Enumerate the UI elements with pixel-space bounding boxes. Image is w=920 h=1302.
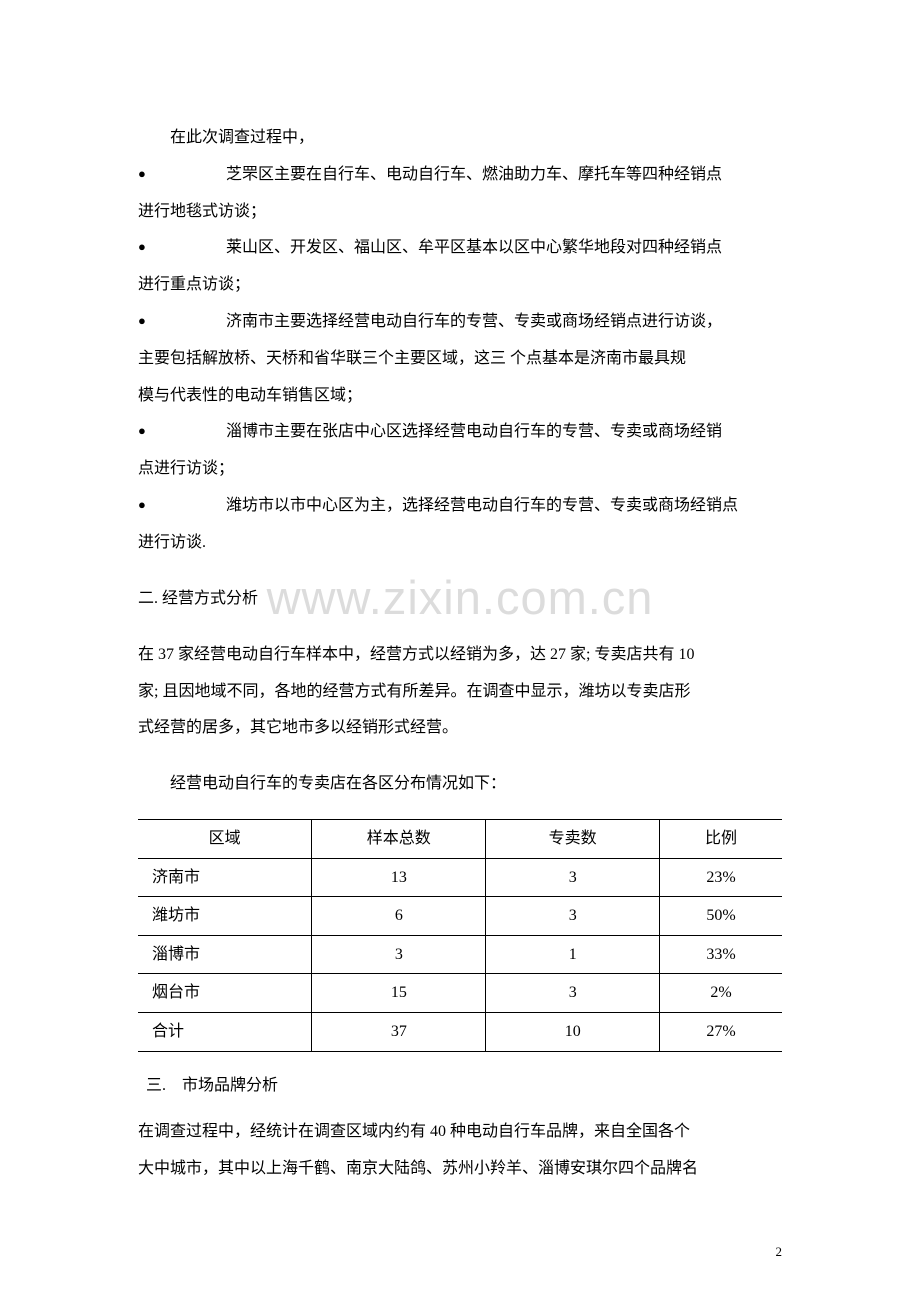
sec3-text: 在调查过程中，经统计在调查区域内约有 40 种电动自行车品牌，来自全国各个 xyxy=(138,1114,782,1151)
sec2-text: 家; 且因地域不同，各地的经营方式有所差异。在调查中显示，潍坊以专卖店形 xyxy=(138,674,782,711)
page-number: 2 xyxy=(776,1244,783,1260)
col-header-total: 样本总数 xyxy=(312,820,486,859)
cell-region: 济南市 xyxy=(138,858,312,897)
bullet-cont: 点进行访谈； xyxy=(138,451,782,488)
cell-total: 13 xyxy=(312,858,486,897)
document-body: 在此次调查过程中， 芝罘区主要在自行车、电动自行车、燃油助力车、摩托车等四种经销… xyxy=(138,120,782,1188)
cell-region: 淄博市 xyxy=(138,935,312,974)
table-row: 潍坊市 6 3 50% xyxy=(138,897,782,936)
table-row: 合计 37 10 27% xyxy=(138,1013,782,1052)
bullet-item: 莱山区、开发区、福山区、牟平区基本以区中心繁华地段对四种经销点 xyxy=(138,230,782,267)
cell-region: 烟台市 xyxy=(138,974,312,1013)
bullet-item: 淄博市主要在张店中心区选择经营电动自行车的专营、专卖或商场经销 xyxy=(138,414,782,451)
table-row: 烟台市 15 3 2% xyxy=(138,974,782,1013)
distribution-table: 区域 样本总数 专卖数 比例 济南市 13 3 23% 潍坊市 6 3 50% … xyxy=(138,819,782,1052)
cell-total: 6 xyxy=(312,897,486,936)
table-header-row: 区域 样本总数 专卖数 比例 xyxy=(138,820,782,859)
section-2-heading: 二. 经营方式分析 xyxy=(138,581,782,618)
cell-spec: 10 xyxy=(486,1013,660,1052)
cell-spec: 1 xyxy=(486,935,660,974)
bullet-cont: 模与代表性的电动车销售区域； xyxy=(138,378,782,415)
bullet-list: 芝罘区主要在自行车、电动自行车、燃油助力车、摩托车等四种经销点 进行地毯式访谈；… xyxy=(138,157,782,562)
bullet-item: 潍坊市以市中心区为主，选择经营电动自行车的专营、专卖或商场经销点 xyxy=(138,488,782,525)
cell-ratio: 2% xyxy=(660,974,782,1013)
cell-region: 潍坊市 xyxy=(138,897,312,936)
table-row: 淄博市 3 1 33% xyxy=(138,935,782,974)
bullet-cont: 主要包括解放桥、天桥和省华联三个主要区域，这三 个点基本是济南市最具规 xyxy=(138,341,782,378)
cell-total: 3 xyxy=(312,935,486,974)
col-header-specialty: 专卖数 xyxy=(486,820,660,859)
cell-ratio: 33% xyxy=(660,935,782,974)
cell-region: 合计 xyxy=(138,1013,312,1052)
bullet-item: 芝罘区主要在自行车、电动自行车、燃油助力车、摩托车等四种经销点 xyxy=(138,157,782,194)
bullet-cont: 进行地毯式访谈； xyxy=(138,194,782,231)
table-intro: 经营电动自行车的专卖店在各区分布情况如下： xyxy=(138,766,782,803)
table-row: 济南市 13 3 23% xyxy=(138,858,782,897)
bullet-item: 济南市主要选择经营电动自行车的专营、专卖或商场经销点进行访谈， xyxy=(138,304,782,341)
col-header-region: 区域 xyxy=(138,820,312,859)
col-header-ratio: 比例 xyxy=(660,820,782,859)
bullet-cont: 进行访谈. xyxy=(138,525,782,562)
section-3-heading: 三. 市场品牌分析 xyxy=(138,1068,782,1105)
sec2-text: 式经营的居多，其它地市多以经销形式经营。 xyxy=(138,710,782,747)
cell-spec: 3 xyxy=(486,974,660,1013)
sec3-text: 大中城市，其中以上海千鹤、南京大陆鸽、苏州小羚羊、淄博安琪尔四个品牌名 xyxy=(138,1151,782,1188)
cell-ratio: 23% xyxy=(660,858,782,897)
sec2-text: 在 37 家经营电动自行车样本中，经营方式以经销为多，达 27 家; 专卖店共有… xyxy=(138,637,782,674)
cell-total: 15 xyxy=(312,974,486,1013)
bullet-cont: 进行重点访谈； xyxy=(138,267,782,304)
cell-ratio: 27% xyxy=(660,1013,782,1052)
cell-spec: 3 xyxy=(486,858,660,897)
cell-ratio: 50% xyxy=(660,897,782,936)
cell-total: 37 xyxy=(312,1013,486,1052)
cell-spec: 3 xyxy=(486,897,660,936)
intro-text: 在此次调查过程中， xyxy=(138,120,782,157)
